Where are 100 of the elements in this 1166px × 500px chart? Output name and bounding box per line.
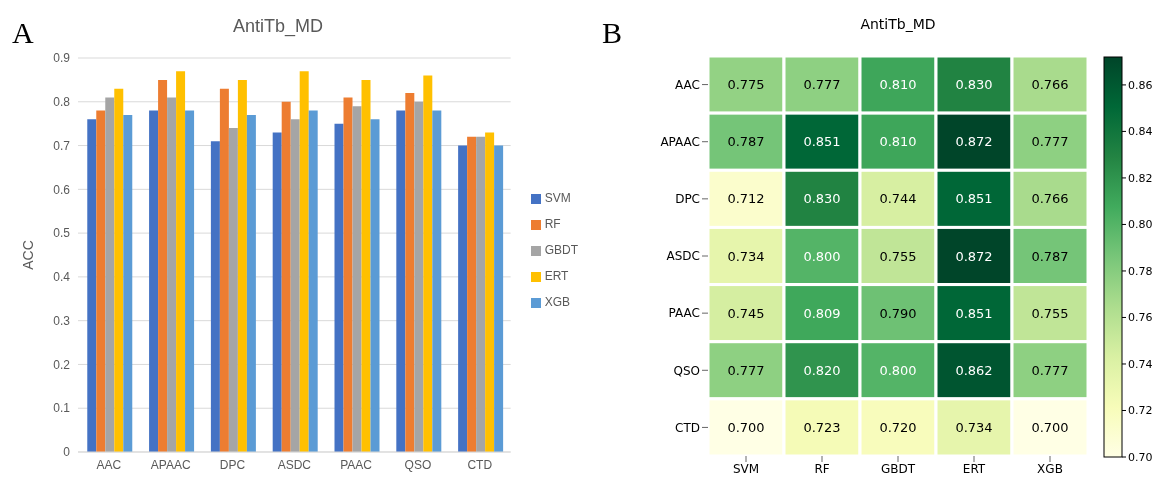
bar bbox=[105, 97, 115, 452]
y-tick-label: APAAC bbox=[660, 134, 700, 149]
data-label: 0.800 bbox=[879, 362, 917, 378]
y-tick-label: ASDC bbox=[666, 249, 700, 264]
color-bar-label: 0.86 bbox=[1128, 78, 1153, 92]
color-bar-label: 0.76 bbox=[1128, 311, 1153, 325]
legend-label: SVM bbox=[544, 191, 571, 205]
data-label: 0.851 bbox=[955, 191, 993, 207]
data-label: 0.830 bbox=[955, 77, 993, 93]
data-label: 0.766 bbox=[1031, 191, 1069, 207]
bar bbox=[352, 106, 362, 452]
color-bar-label: 0.72 bbox=[1128, 404, 1153, 418]
data-label: 0.800 bbox=[803, 248, 841, 264]
y-tick-label: QSO bbox=[673, 363, 700, 378]
y-tick-label: 0.8 bbox=[53, 95, 71, 110]
data-label: 0.775 bbox=[727, 77, 765, 93]
data-label: 0.700 bbox=[727, 419, 765, 435]
color-bar-label: 0.74 bbox=[1128, 357, 1153, 371]
y-tick-label: 0.7 bbox=[53, 138, 71, 153]
data-label: 0.787 bbox=[1031, 248, 1069, 264]
x-tick-label: PAAC bbox=[340, 457, 373, 472]
x-tick-label: ERT bbox=[962, 461, 986, 476]
color-bar-label: 0.84 bbox=[1128, 125, 1153, 139]
x-tick-label: APAAC bbox=[150, 457, 191, 472]
bar bbox=[494, 145, 504, 452]
bar bbox=[123, 114, 133, 452]
bar bbox=[405, 93, 415, 452]
bar bbox=[176, 71, 186, 452]
data-label: 0.745 bbox=[727, 305, 765, 321]
bar bbox=[246, 114, 256, 452]
data-label: 0.700 bbox=[1031, 419, 1069, 435]
bar bbox=[299, 71, 309, 452]
y-tick-label: 0.4 bbox=[53, 270, 71, 285]
data-label: 0.723 bbox=[803, 419, 841, 435]
data-label: 0.755 bbox=[1031, 305, 1069, 321]
bar bbox=[467, 136, 477, 452]
color-bar-label: 0.78 bbox=[1128, 264, 1153, 278]
data-label: 0.872 bbox=[955, 134, 993, 150]
bar bbox=[281, 101, 291, 452]
y-tick-label: CTD bbox=[675, 420, 700, 435]
data-label: 0.790 bbox=[879, 305, 917, 321]
data-label: 0.777 bbox=[803, 77, 841, 93]
bar bbox=[458, 145, 468, 452]
bar bbox=[343, 97, 353, 452]
y-tick-label: 0.1 bbox=[53, 401, 71, 416]
bar bbox=[334, 123, 344, 452]
text: A bbox=[12, 16, 34, 50]
bar bbox=[96, 110, 106, 452]
bar bbox=[290, 119, 300, 452]
data-label: 0.862 bbox=[955, 362, 993, 378]
x-tick-label: RF bbox=[814, 461, 830, 476]
bar bbox=[485, 132, 495, 452]
y-tick-label: 0 bbox=[63, 445, 71, 460]
y-tick-label: DPC bbox=[675, 192, 700, 207]
bar bbox=[87, 119, 97, 452]
x-tick-label: XGB bbox=[1037, 461, 1063, 476]
data-label: 0.777 bbox=[1031, 362, 1069, 378]
data-label: 0.734 bbox=[727, 248, 765, 264]
data-label: 0.810 bbox=[879, 77, 917, 93]
x-tick-label: ASDC bbox=[277, 457, 312, 472]
data-label: 0.872 bbox=[955, 248, 993, 264]
chart-title: AntiTb_MD bbox=[859, 16, 937, 32]
y-tick-label: AAC bbox=[675, 77, 700, 92]
legend-label: GBDT bbox=[544, 243, 578, 257]
bar bbox=[228, 128, 238, 452]
bar bbox=[185, 110, 195, 452]
data-label: 0.712 bbox=[727, 191, 765, 207]
data-label: 0.744 bbox=[879, 191, 917, 207]
x-tick-label: GBDT bbox=[880, 461, 916, 476]
bar bbox=[370, 119, 380, 452]
data-label: 0.787 bbox=[727, 134, 765, 150]
y-tick-label: 0.6 bbox=[53, 182, 71, 197]
x-tick-label: QSO bbox=[404, 457, 432, 472]
color-bar-label: 0.80 bbox=[1128, 218, 1153, 232]
y-tick-label: 0.9 bbox=[53, 51, 71, 66]
bar bbox=[432, 110, 442, 452]
bar bbox=[158, 79, 168, 452]
y-tick-label: 0.5 bbox=[53, 226, 71, 241]
data-label: 0.809 bbox=[803, 305, 841, 321]
y-tick-label: PAAC bbox=[668, 306, 700, 321]
legend-label: RF bbox=[544, 217, 561, 231]
data-label: 0.734 bbox=[955, 419, 993, 435]
legend-label: ERT bbox=[544, 269, 569, 283]
y-tick-label: 0.3 bbox=[53, 313, 71, 328]
legend-label: XGB bbox=[544, 295, 570, 309]
data-label: 0.820 bbox=[803, 362, 841, 378]
y-axis-title: ACC bbox=[19, 240, 36, 270]
x-tick-label: AAC bbox=[96, 457, 122, 472]
bar bbox=[114, 88, 124, 452]
x-tick-label: DPC bbox=[219, 457, 246, 472]
chart-title: AntiTb_MD bbox=[232, 16, 324, 37]
data-label: 0.755 bbox=[879, 248, 917, 264]
data-label: 0.810 bbox=[879, 134, 917, 150]
x-tick-label: SVM bbox=[732, 461, 760, 476]
bar bbox=[423, 75, 433, 452]
data-label: 0.720 bbox=[879, 419, 917, 435]
data-label: 0.830 bbox=[803, 191, 841, 207]
bar bbox=[149, 110, 159, 452]
bar bbox=[272, 132, 282, 452]
data-label: 0.851 bbox=[955, 305, 993, 321]
